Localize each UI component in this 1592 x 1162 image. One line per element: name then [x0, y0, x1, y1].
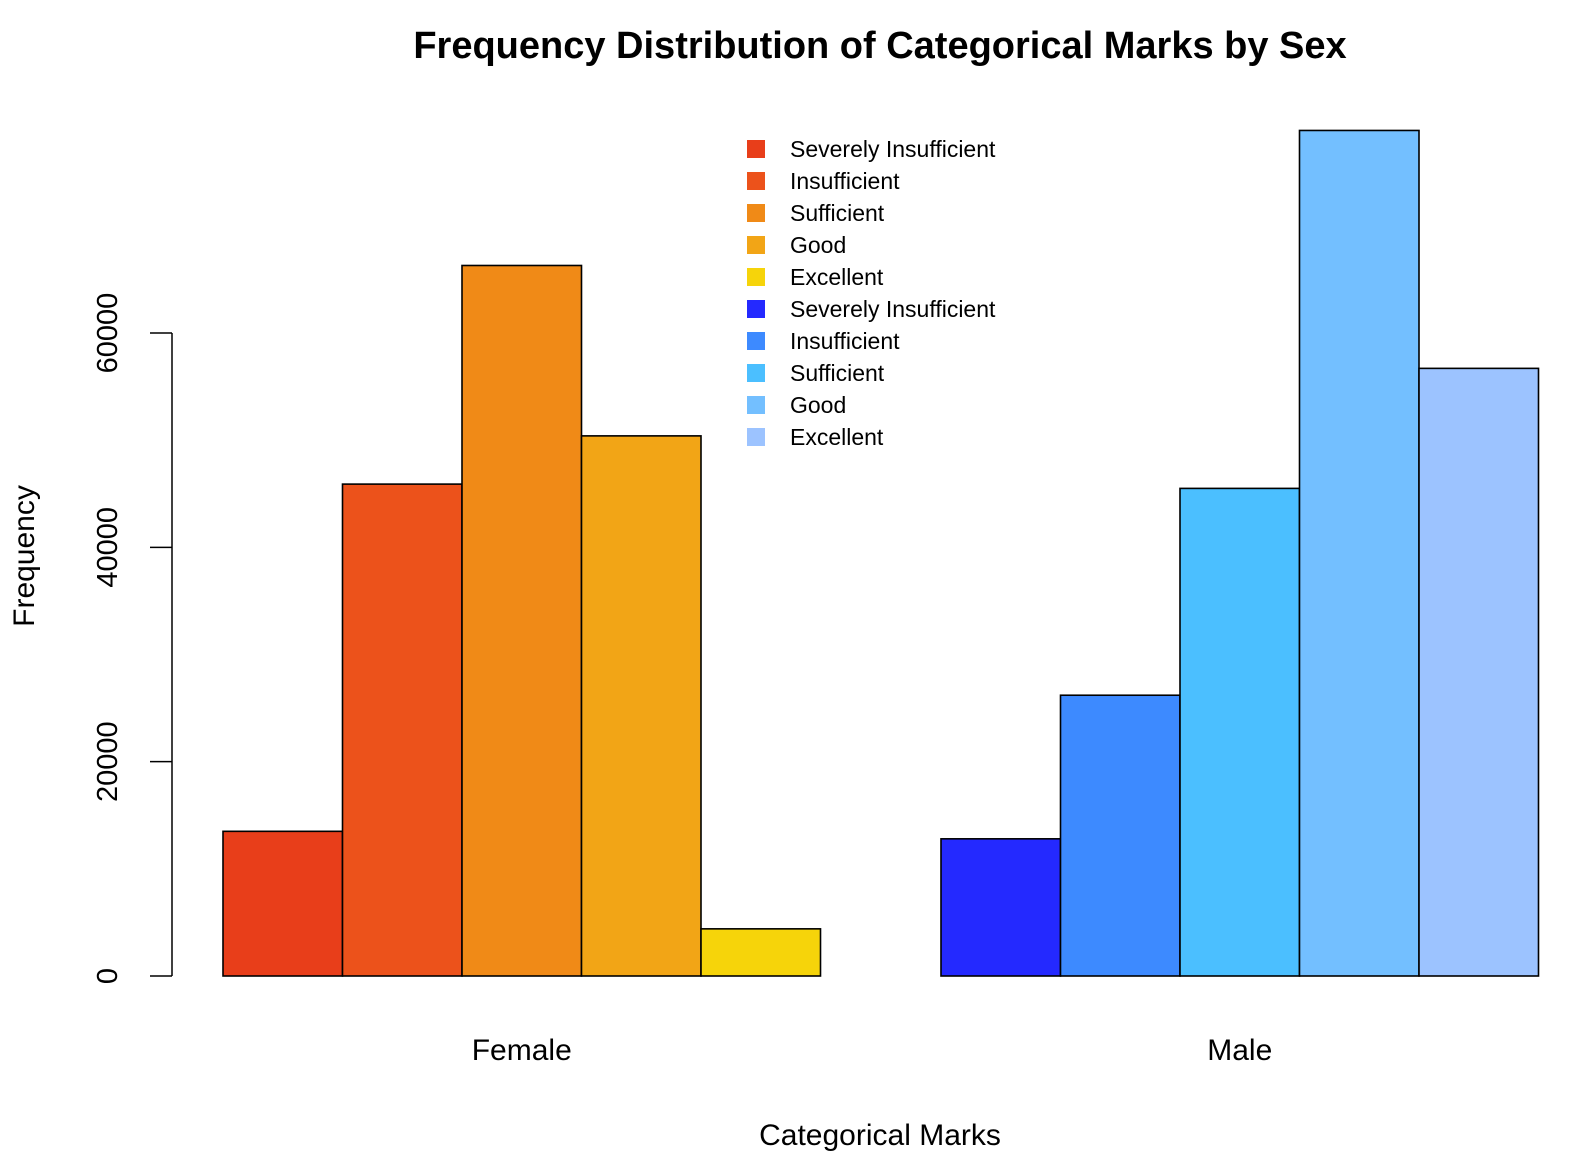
group-labels: Female Male [472, 1034, 1273, 1067]
bar-male-excellent [1418, 367, 1540, 977]
legend-swatch [747, 428, 765, 446]
bar-male-sufficient [1179, 487, 1301, 977]
legend-swatch [747, 268, 765, 286]
bar-female-excellent [700, 928, 822, 977]
legend-swatch [747, 172, 765, 190]
chart-title: Frequency Distribution of Categorical Ma… [413, 25, 1346, 67]
bar-male-insufficient [1059, 694, 1181, 977]
legend-swatch [747, 236, 765, 254]
legend-swatch [747, 300, 765, 318]
group-label-male: Male [1207, 1034, 1272, 1067]
bar-male-severely-insufficient [940, 838, 1062, 977]
legend-label: Good [790, 232, 846, 258]
legend-label: Insufficient [790, 168, 900, 194]
legend-swatch [747, 204, 765, 222]
y-tick-label: 60000 [92, 293, 124, 374]
legend-label: Insufficient [790, 328, 900, 354]
bar-female-insufficient [341, 483, 463, 977]
legend-label: Excellent [790, 264, 884, 290]
legend: Severely Insufficient Insufficient Suffici… [747, 136, 996, 450]
legend-label: Good [790, 392, 846, 418]
legend-swatch [747, 364, 765, 382]
bar-female-sufficient [461, 264, 583, 977]
legend-label: Sufficient [790, 360, 885, 386]
legend-swatch [747, 332, 765, 350]
bar-female-severely-insufficient [222, 830, 344, 977]
bars-layer [222, 129, 1540, 977]
legend-label: Severely Insufficient [790, 136, 996, 162]
bar-male-good [1298, 129, 1420, 977]
y-tick-label: 0 [92, 968, 124, 984]
legend-label: Sufficient [790, 200, 885, 226]
y-axis: 0 20000 40000 60000 [92, 293, 173, 984]
legend-swatch [747, 140, 765, 158]
y-tick-label: 20000 [92, 721, 124, 802]
y-tick-label: 40000 [92, 507, 124, 588]
legend-label: Severely Insufficient [790, 296, 996, 322]
bar-female-good [580, 435, 702, 977]
y-axis-label: Frequency [8, 485, 41, 627]
legend-label: Excellent [790, 424, 884, 450]
group-label-female: Female [472, 1034, 572, 1067]
x-axis-label: Categorical Marks [759, 1119, 1001, 1152]
legend-swatch [747, 396, 765, 414]
